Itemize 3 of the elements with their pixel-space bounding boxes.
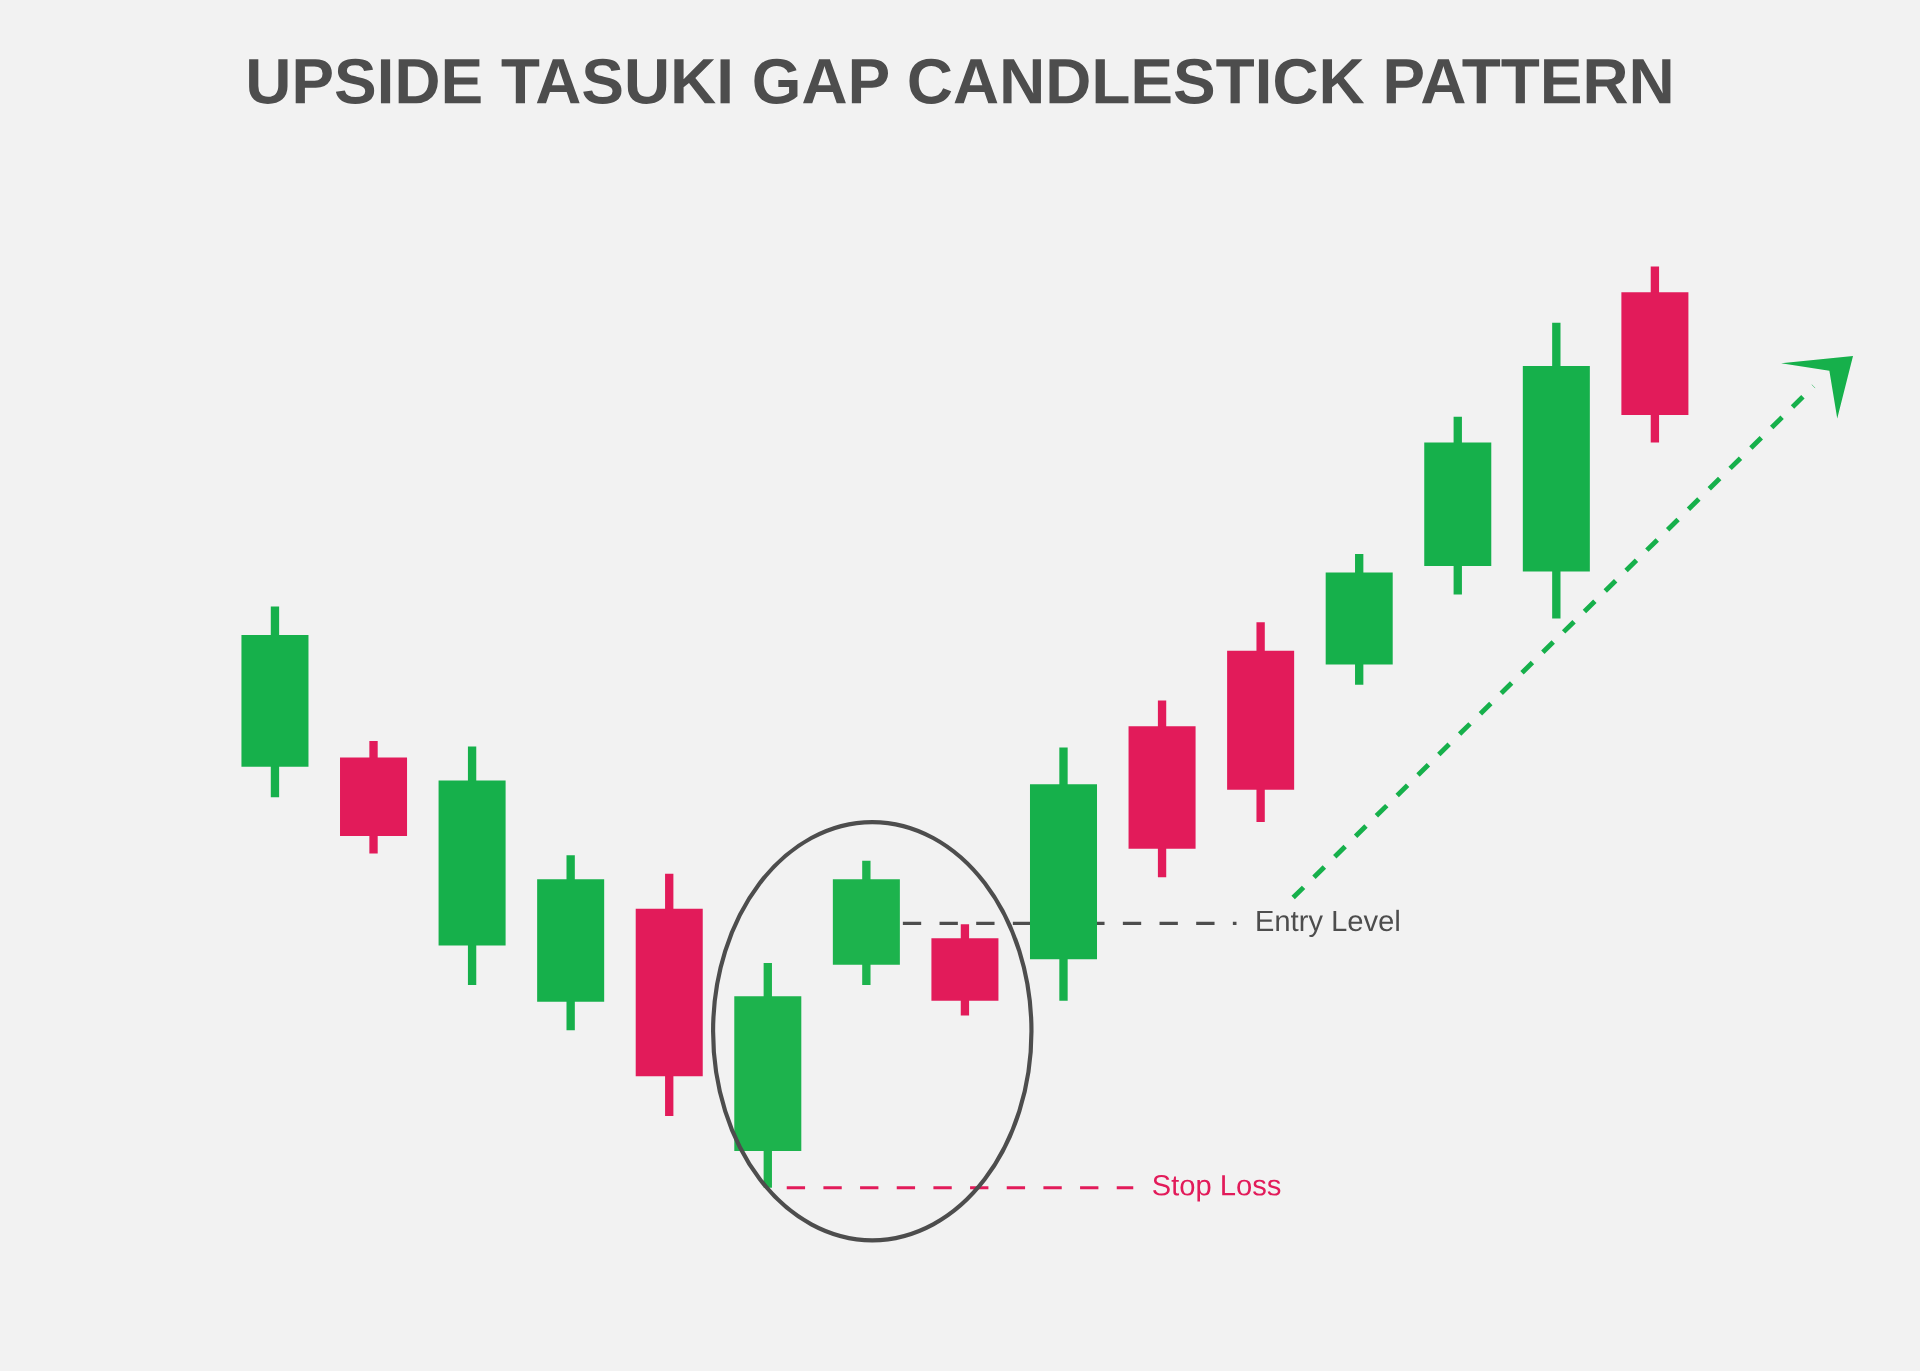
chart-title: UPSIDE TASUKI GAP CANDLESTICK PATTERN bbox=[249, 58, 1671, 104]
ref-line-label: Entry Level bbox=[1257, 909, 1399, 937]
ref-line-label: Stop Loss bbox=[1153, 1174, 1281, 1202]
